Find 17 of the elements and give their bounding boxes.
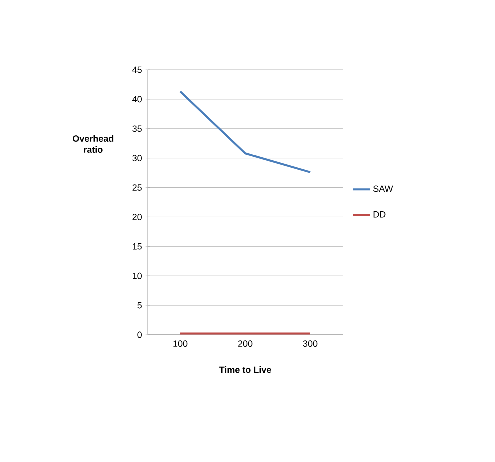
y-axis-title: Overhead ratio	[73, 135, 114, 153]
y-tick-label: 45	[132, 66, 142, 74]
x-axis-title: Time to Live	[219, 366, 272, 374]
x-tick-label: 100	[174, 340, 188, 348]
y-tick-label: 30	[132, 155, 142, 162]
y-tick-label: 20	[132, 214, 142, 220]
y-tick-label: 5	[138, 302, 142, 309]
y-tick-label: 35	[132, 126, 142, 132]
y-tick-label: 15	[133, 244, 142, 250]
y-tick-label: 40	[132, 96, 142, 103]
y-tick-label: 0	[138, 332, 142, 338]
x-tick-label: 300	[303, 340, 318, 348]
y-tick-label: 10	[133, 272, 142, 280]
legend-label: DD	[374, 212, 386, 218]
legend-label: SAW	[374, 186, 394, 192]
x-tick-label: 200	[238, 340, 253, 348]
y-tick-label: 25	[132, 184, 142, 191]
